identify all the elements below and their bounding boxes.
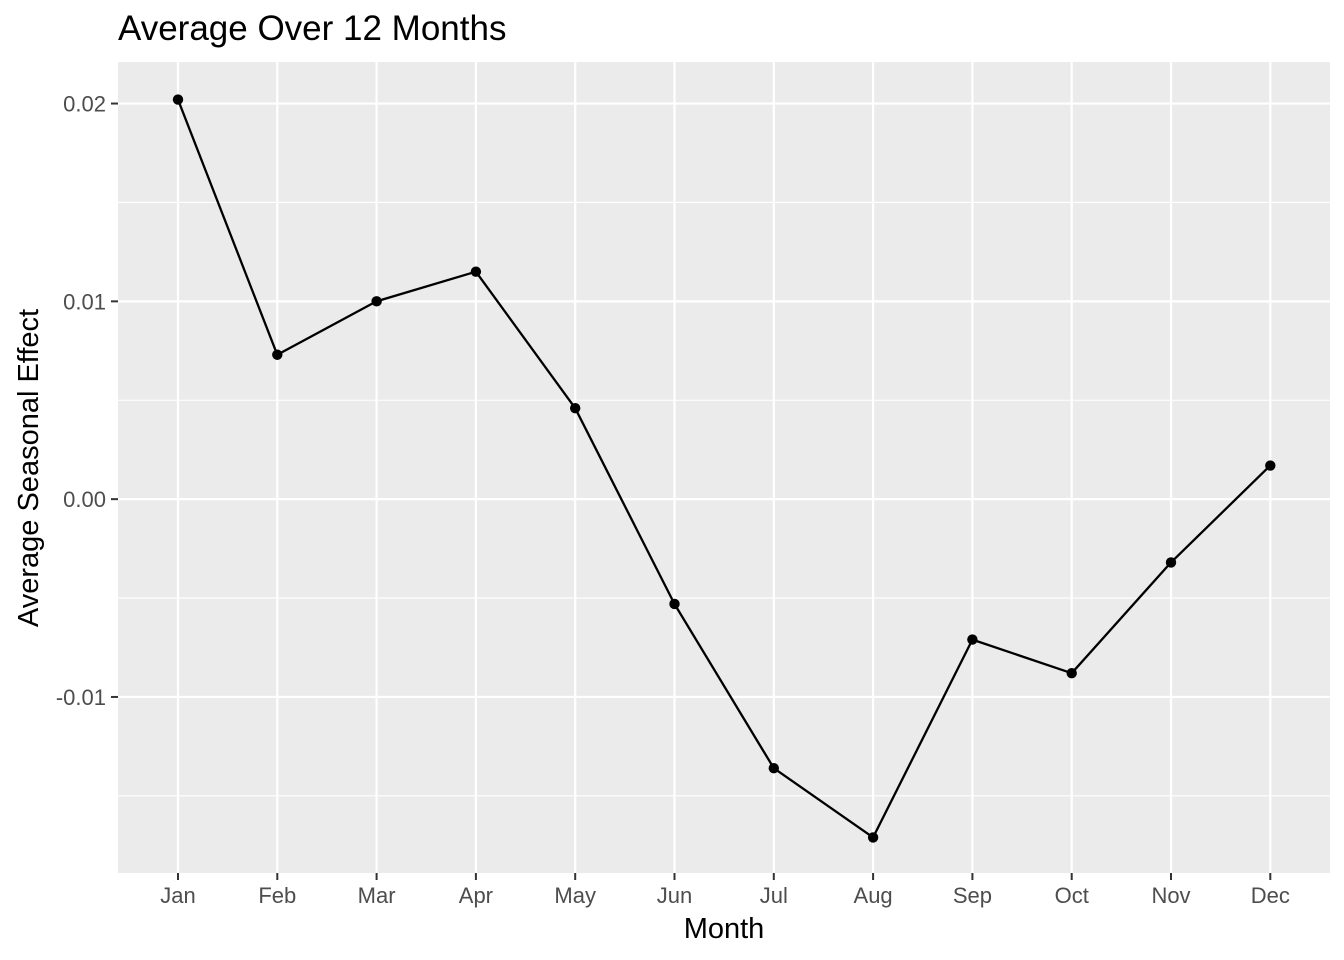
x-tick-label: Jan	[160, 883, 195, 908]
minor-grid	[118, 201, 1330, 797]
data-point-may	[570, 402, 581, 414]
x-tick-label: Feb	[258, 883, 296, 908]
data-point-aug	[867, 832, 879, 843]
y-tick-label: 0.00	[63, 487, 106, 512]
data-point-oct	[1066, 668, 1077, 679]
data-points	[172, 94, 1276, 843]
chart-title: Average Over 12 Months	[118, 9, 506, 48]
data-point-feb	[272, 349, 283, 360]
data-point-jan	[172, 94, 184, 105]
x-tick-label: Jul	[760, 883, 788, 908]
data-point-jun	[669, 598, 680, 610]
x-tick-label: Sep	[953, 883, 992, 908]
data-point-nov	[1165, 557, 1177, 568]
x-tick-label: Aug	[854, 883, 893, 908]
x-axis: Jan Feb Mar Apr May Jun Jul Aug Sep Oct Nov Dec	[160, 873, 1290, 908]
x-tick-label: Jun	[657, 883, 692, 908]
y-tick-label: 0.02	[63, 92, 106, 117]
x-tick-label: Apr	[459, 883, 493, 908]
x-tick-label: Nov	[1151, 883, 1190, 908]
series-line-group	[176, 99, 1272, 839]
x-tick-label: May	[554, 883, 596, 908]
y-axis-title: Average Seasonal Effect	[13, 309, 45, 627]
data-point-jul	[768, 762, 779, 774]
y-axis: 0.02 0.01 0.00 -0.01	[56, 92, 118, 710]
x-tick-label: Mar	[358, 883, 396, 908]
data-point-sep	[967, 634, 978, 645]
major-grid	[118, 62, 1330, 873]
y-tick-label: -0.01	[56, 685, 106, 710]
y-tick-label: 0.01	[63, 289, 106, 314]
data-point-apr	[470, 266, 482, 277]
plot-panel	[118, 62, 1330, 873]
data-point-dec	[1265, 460, 1276, 471]
x-axis-title: Month	[684, 913, 765, 945]
x-tick-label: Dec	[1251, 883, 1290, 908]
data-point-mar	[371, 296, 382, 307]
x-tick-label: Oct	[1055, 883, 1089, 908]
series-line	[176, 99, 1272, 839]
